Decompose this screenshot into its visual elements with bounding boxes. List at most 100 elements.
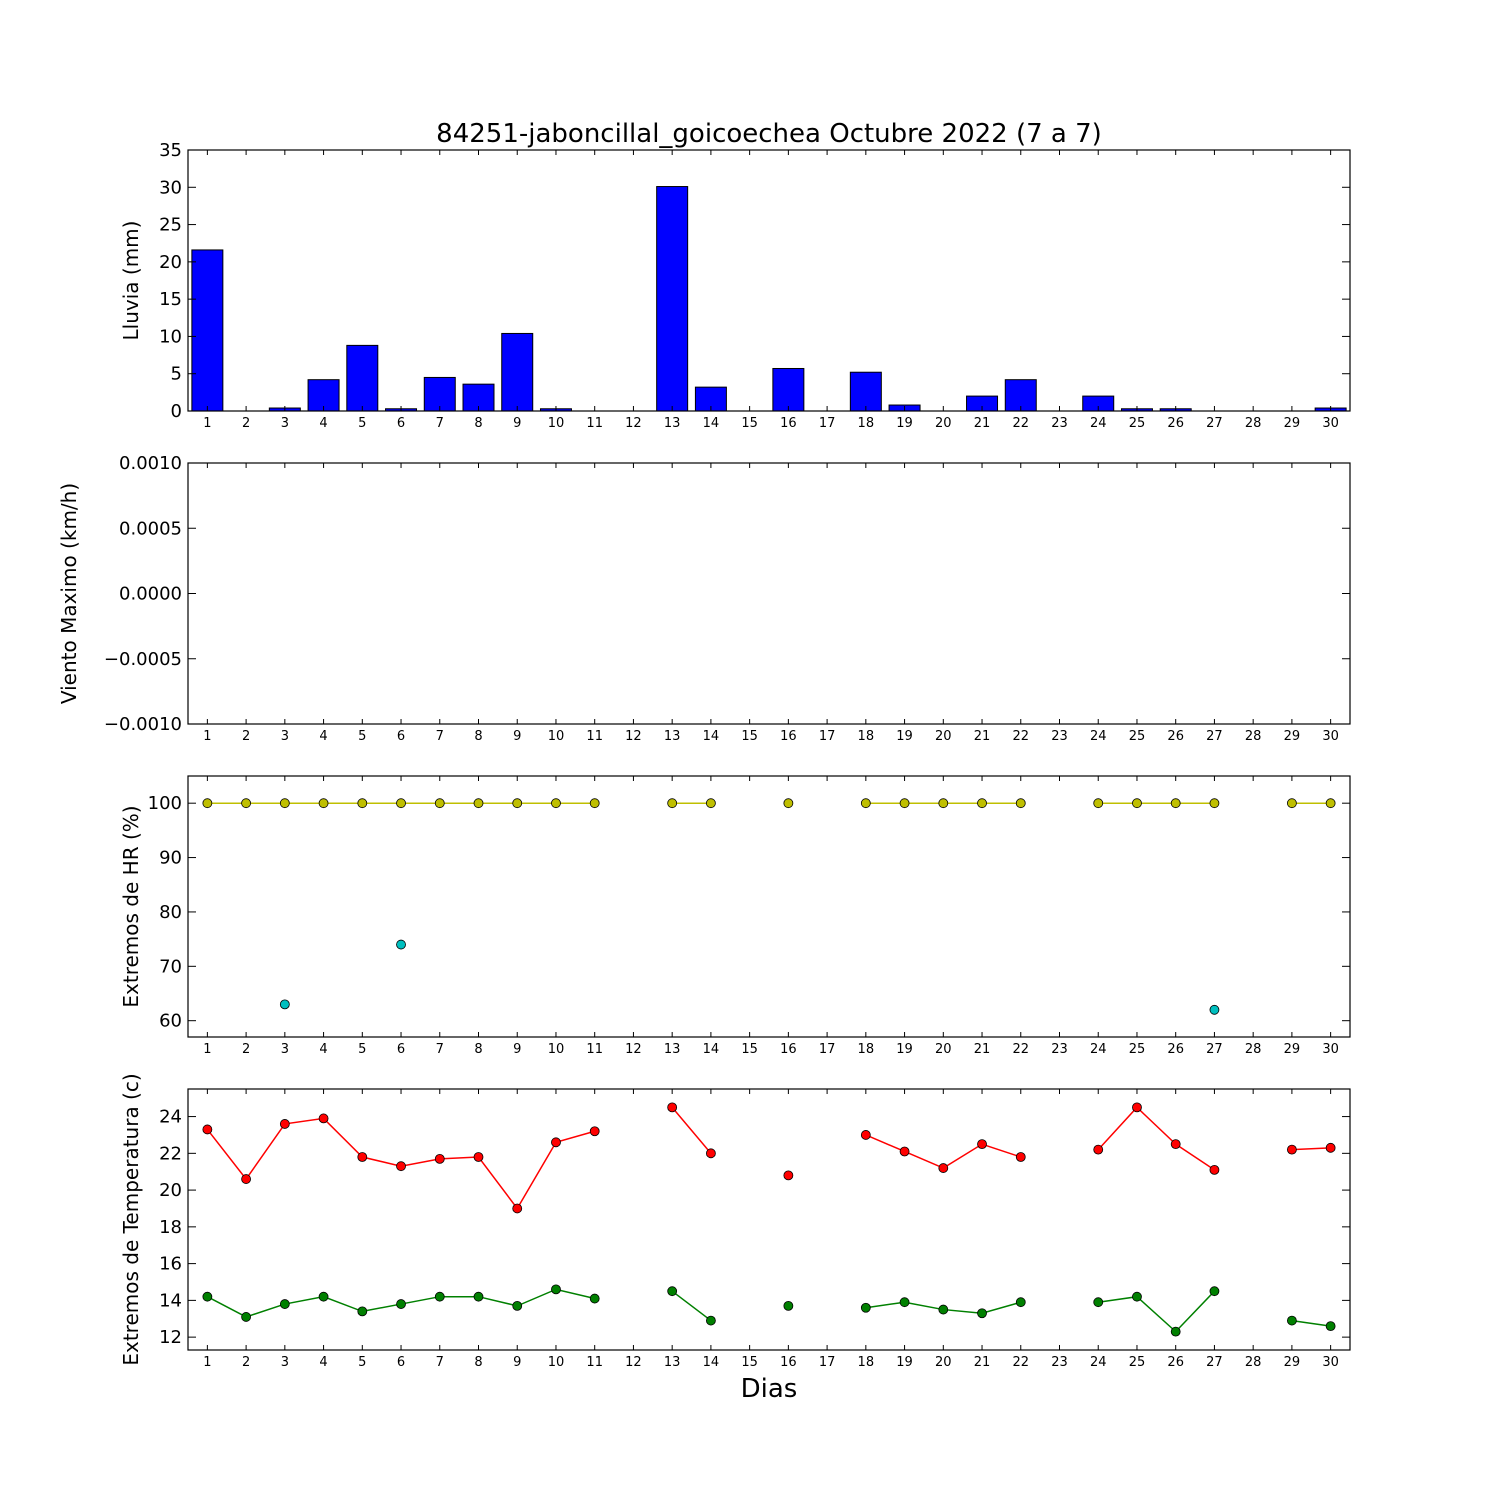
series-2-point-day-24 [1093, 1297, 1104, 1308]
series-1-point-day-3 [279, 798, 290, 809]
series-1-point-day-16 [783, 1170, 794, 1181]
bar-day-9 [501, 332, 534, 412]
x-tick-label: 14 [703, 416, 720, 431]
x-tick-label: 25 [1129, 1355, 1146, 1370]
series-2-point-day-25 [1132, 1291, 1142, 1302]
x-tick-label: 1 [203, 1355, 211, 1370]
series-1-point-day-4 [318, 1113, 329, 1124]
x-tick-label: 20 [935, 1042, 952, 1057]
y-tick-label: 10 [159, 326, 182, 347]
y-tick-label: 0 [171, 401, 182, 422]
x-tick-label: 11 [586, 1042, 603, 1057]
x-tick-label: 17 [819, 1355, 836, 1370]
y-tick-label: 22 [159, 1143, 182, 1164]
x-tick-label: 24 [1090, 1355, 1107, 1370]
x-tick-label: 23 [1051, 416, 1068, 431]
series-1-point-day-21 [977, 1139, 987, 1150]
series-1-point-day-29 [1287, 1144, 1297, 1155]
x-tick-label: 23 [1051, 729, 1068, 744]
x-tick-label: 7 [436, 729, 444, 744]
y-tick-label: 25 [159, 215, 182, 236]
x-tick-label: 4 [319, 729, 327, 744]
panel-1: 1 2 3 4 5 6 7 8 9 10 11 12 13 14 15 16 17 18 19 20 21 22 23 24 2… [119, 140, 1351, 431]
series-2-point-day-14 [706, 1315, 716, 1326]
x-tick-label: 12 [625, 416, 642, 431]
series-2-point-day-27 [1209, 1286, 1220, 1297]
series-1-point-day-9 [512, 798, 523, 809]
series-2-point-day-22 [1015, 1297, 1026, 1308]
x-tick-label: 26 [1167, 1042, 1184, 1057]
x-tick-label: 30 [1322, 1042, 1339, 1057]
series-2-point-day-13 [667, 1286, 678, 1297]
x-tick-label: 24 [1090, 729, 1107, 744]
series-1-point-day-7 [434, 1153, 445, 1164]
x-tick-label: 20 [935, 416, 952, 431]
x-tick-label: 15 [741, 729, 758, 744]
series-1-point-day-8 [473, 1152, 484, 1162]
x-tick-label: 6 [397, 1355, 405, 1370]
series-2-point-day-29 [1287, 1315, 1297, 1326]
series-1-point-day-1 [202, 798, 213, 809]
x-tick-label: 27 [1206, 1355, 1223, 1370]
series-2-point-day-21 [977, 1308, 987, 1319]
series-2-point-day-6 [396, 939, 406, 950]
series-1-point-day-25 [1132, 1102, 1142, 1113]
x-tick-label: 8 [474, 729, 482, 744]
x-tick-label: 7 [436, 1355, 444, 1370]
x-tick-label: 25 [1129, 416, 1146, 431]
series-1-point-day-13 [667, 798, 678, 809]
bar-day-22 [1004, 379, 1037, 412]
x-tick-label: 19 [896, 729, 913, 744]
panel-4-y-axis-label: Extremos de Temperatura (c) [119, 1073, 143, 1365]
series-1-point-day-24 [1093, 1144, 1104, 1155]
x-tick-label: 26 [1167, 729, 1184, 744]
series-2-point-day-8 [473, 1291, 484, 1302]
series-1-point-day-26 [1170, 1139, 1181, 1150]
x-tick-label: 11 [586, 416, 603, 431]
series-2-point-day-20 [938, 1304, 949, 1315]
series-2-line-6 [1291, 1319, 1331, 1327]
x-tick-label: 27 [1206, 416, 1223, 431]
y-tick-label: 60 [159, 1011, 182, 1032]
series-2-point-day-10 [551, 1284, 561, 1295]
series-1-point-day-22 [1015, 798, 1026, 809]
x-tick-label: 29 [1284, 1042, 1301, 1057]
x-axis-label: Dias [741, 1374, 798, 1404]
series-2-line-2 [671, 1290, 712, 1322]
x-tick-label: 12 [625, 1355, 642, 1370]
series-2-point-day-2 [241, 1312, 252, 1322]
series-1-point-day-14 [706, 798, 716, 809]
x-tick-label: 2 [242, 729, 250, 744]
x-tick-label: 3 [281, 416, 289, 431]
x-tick-label: 8 [474, 416, 482, 431]
series-1-point-day-29 [1287, 798, 1297, 809]
series-1-point-day-16 [783, 798, 794, 809]
series-2-point-day-4 [318, 1291, 329, 1302]
x-tick-label: 13 [664, 1355, 681, 1370]
bar-day-13 [656, 186, 689, 412]
x-tick-label: 16 [780, 1042, 797, 1057]
series-1-point-day-9 [512, 1203, 523, 1214]
y-tick-label: 70 [159, 956, 182, 977]
panel-1-y-axis-label: Lluvia (mm) [119, 221, 143, 341]
series-1-point-day-1 [202, 1124, 213, 1135]
series-1-point-day-24 [1093, 798, 1104, 809]
series-1-point-day-27 [1209, 798, 1220, 809]
x-tick-label: 9 [513, 416, 521, 431]
series-1-point-day-26 [1170, 798, 1181, 809]
y-tick-label: 35 [159, 140, 182, 161]
series-1-line-2 [671, 1106, 712, 1154]
series-2-point-day-11 [589, 1293, 600, 1304]
series-1-point-day-20 [938, 1163, 949, 1173]
x-tick-label: 6 [397, 1042, 405, 1057]
series-1-point-day-6 [396, 798, 406, 809]
series-1-point-day-27 [1209, 1164, 1220, 1175]
series-1-point-day-30 [1325, 1142, 1336, 1153]
x-tick-label: 22 [1012, 1355, 1029, 1370]
y-tick-label: −0.0010 [104, 714, 182, 735]
series-2-point-day-9 [512, 1300, 523, 1311]
x-tick-label: 21 [974, 416, 991, 431]
x-tick-label: 3 [281, 1042, 289, 1057]
series-2-point-day-19 [899, 1297, 910, 1308]
